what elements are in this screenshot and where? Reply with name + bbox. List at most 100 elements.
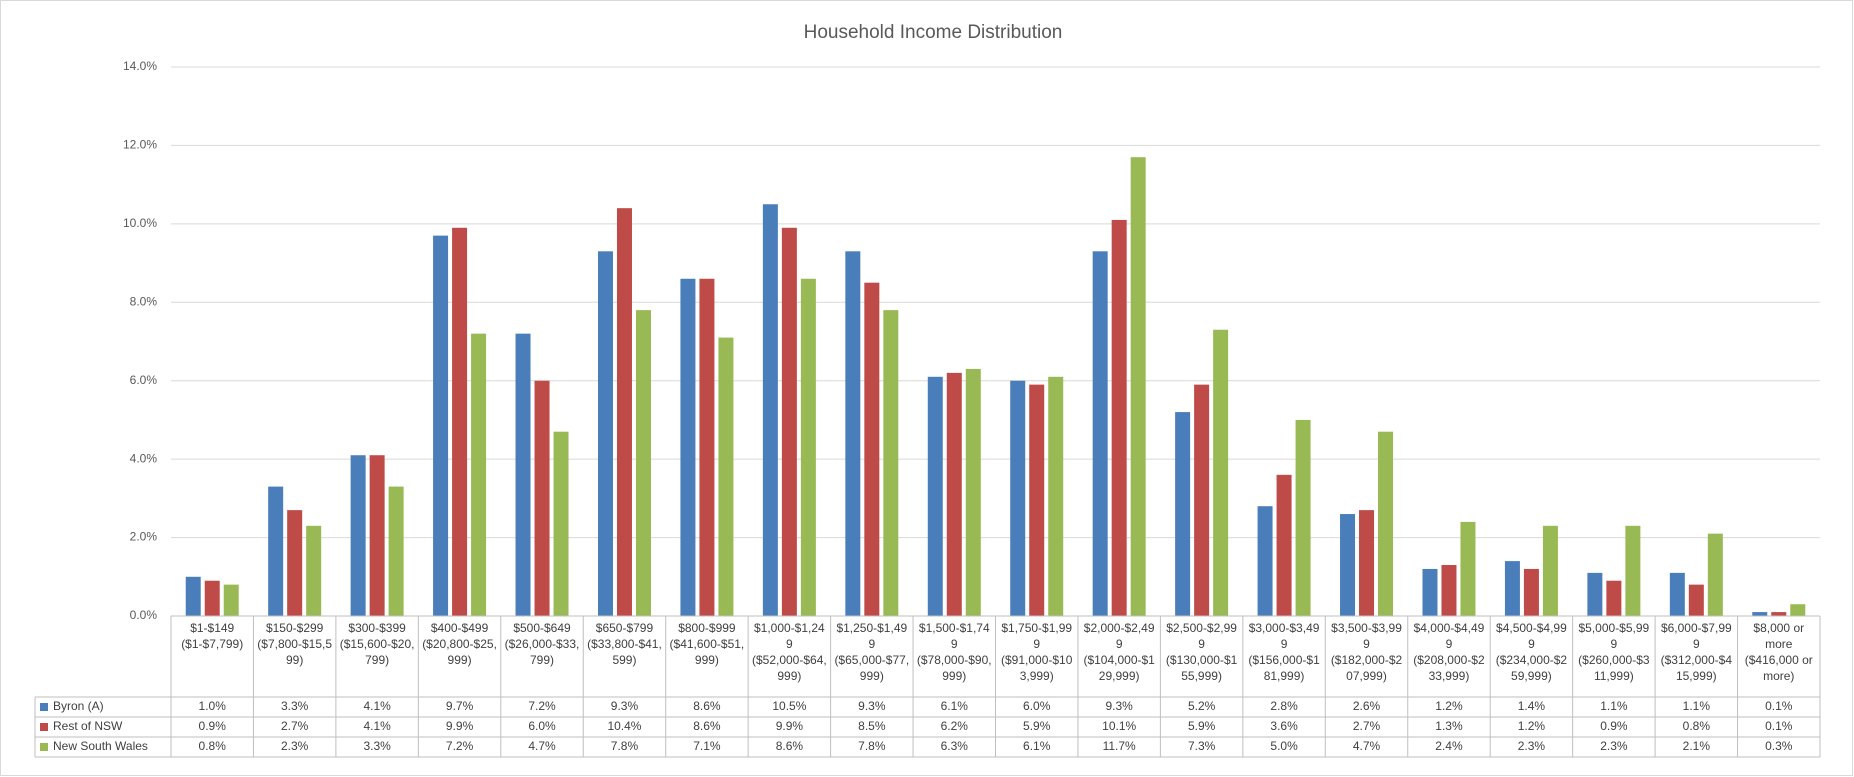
bar [515,333,531,616]
bar [1669,572,1685,616]
bar [616,208,632,616]
table-value: 3.6% [1270,719,1298,733]
bar [597,251,613,617]
bar [471,333,487,616]
bar [781,227,797,616]
x-tick-label: $1,250-$1,499 ($65,000-$77,999) [834,621,910,683]
table-value: 0.8% [199,739,227,753]
bar [1504,561,1520,616]
category-cell: $8,000 or more ($416,000 or more) [1744,621,1813,683]
table-value: 1.2% [1435,699,1463,713]
bar [1175,412,1191,616]
bar [680,278,696,616]
bar [635,310,651,616]
bar [350,455,366,616]
bar [1048,376,1064,616]
bar [845,251,861,617]
table-value: 0.9% [199,719,227,733]
table-value: 2.8% [1270,699,1298,713]
table-value: 8.5% [858,719,886,733]
x-tick-label: $2,500-$2,999 ($130,000-$155,999) [1165,621,1238,683]
chart-title: Household Income Distribution [804,22,1063,43]
category-cell: $400-$499 ($20,800-$25,999) [422,621,497,667]
table-value: 11.7% [1103,739,1136,753]
table-value: 4.1% [363,719,391,733]
bar [965,368,981,616]
category-cell: $650-$799 ($33,800-$41,599) [587,621,662,667]
y-tick-label: 6.0% [130,373,158,387]
table-value: 1.4% [1518,699,1546,713]
table-value: 2.6% [1353,699,1381,713]
bar [883,310,899,616]
category-cell: $1,000-$1,249 ($52,000-$64,999) [751,621,827,683]
table-value: 7.2% [446,739,474,753]
category-cell: $800-$999 ($41,600-$51,999) [670,621,745,667]
category-cell: $4,500-$4,999 ($234,000-$259,999) [1495,621,1568,683]
bar [1092,251,1108,617]
table-value: 7.8% [858,739,886,753]
table-value: 2.3% [281,739,309,753]
bar [185,576,201,616]
table-value: 9.7% [446,699,474,713]
table-value: 6.1% [1023,739,1051,753]
bar [1460,521,1476,616]
bar [204,580,220,616]
table-value: 9.3% [1105,699,1133,713]
bar [1213,329,1229,616]
table-value: 2.1% [1683,739,1711,753]
table-value: 7.3% [1188,739,1216,753]
legend-key [40,723,48,731]
category-cell: $1-$149 ($1-$7,799) [181,621,244,651]
table-value: 3.3% [363,739,391,753]
table-value: 5.9% [1188,719,1216,733]
category-cell: $500-$649 ($26,000-$33,799) [505,621,580,667]
x-tick-label: $8,000 or more ($416,000 or more) [1744,621,1813,683]
x-tick-label: $650-$799 ($33,800-$41,599) [587,621,662,667]
table-value: 2.7% [1353,719,1381,733]
table-value: 10.4% [607,719,641,733]
table-value: 0.1% [1765,699,1793,713]
table-value: 10.5% [772,699,806,713]
bar [1790,604,1806,616]
y-tick-label: 2.0% [130,530,158,544]
bar [553,431,569,616]
table-value: 0.9% [1600,719,1628,733]
x-tick-label: $4,500-$4,999 ($234,000-$259,999) [1495,621,1568,683]
legend-key [40,703,48,711]
table-value: 1.0% [199,699,227,713]
table-value: 7.8% [611,739,639,753]
category-cell: $4,000-$4,499 ($208,000-$233,999) [1413,621,1484,683]
table-value: 7.2% [528,699,556,713]
bar [1295,419,1311,616]
table-value: 2.3% [1518,739,1546,753]
table-value: 1.3% [1435,719,1463,733]
bar [1542,525,1558,616]
bar [864,282,880,616]
legend-key [40,743,48,751]
bar [1707,533,1723,616]
bar [1688,584,1704,616]
category-cell: $150-$299 ($7,800-$15,599) [257,621,332,667]
bar [1010,380,1026,616]
y-tick-label: 14.0% [123,59,157,73]
table-value: 8.6% [776,739,804,753]
bar [1606,580,1622,616]
category-cell: $1,750-$1,999 ($91,000-$103,999) [1001,621,1072,683]
bar [800,278,816,616]
x-tick-label: $1-$149 ($1-$7,799) [181,621,244,651]
bar [1359,510,1375,616]
category-cell: $3,000-$3,499 ($156,000-$181,999) [1248,621,1319,683]
category-cell: $6,000-$7,999 ($312,000-$415,999) [1660,621,1732,683]
bar [1523,568,1539,616]
bar [452,227,468,616]
table-value: 0.1% [1765,719,1793,733]
bar [1625,525,1641,616]
bar [1276,474,1292,616]
y-tick-label: 0.0% [130,608,158,622]
bar [1422,568,1438,616]
x-tick-label: $1,000-$1,249 ($52,000-$64,999) [751,621,827,683]
bar [927,376,943,616]
category-cell: $1,250-$1,499 ($65,000-$77,999) [834,621,910,683]
x-tick-label: $6,000-$7,999 ($312,000-$415,999) [1660,621,1732,683]
